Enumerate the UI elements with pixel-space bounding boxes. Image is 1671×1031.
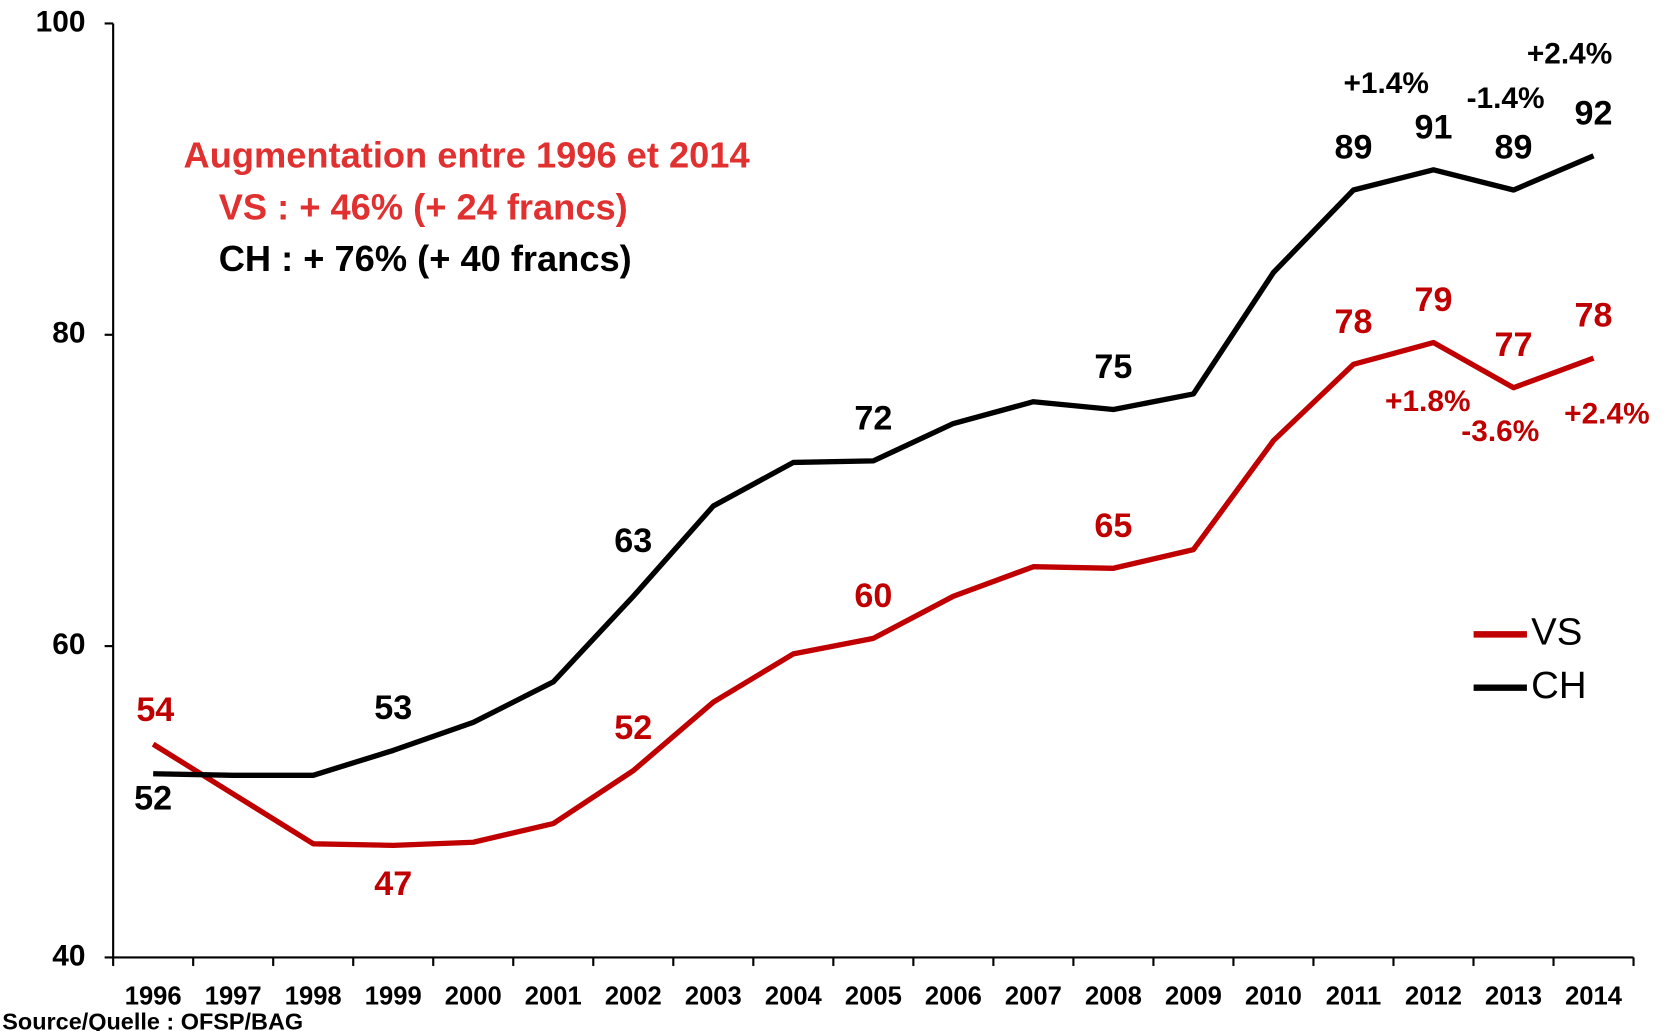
x-tick-label: 2003 [685, 983, 742, 1011]
annotation: +2.4% [1564, 398, 1649, 431]
y-tick-label: 80 [52, 317, 85, 350]
x-tick-label: 2012 [1405, 983, 1462, 1011]
data-label: 79 [1415, 281, 1453, 319]
x-tick-label: 2004 [765, 983, 823, 1011]
x-tick-label: 2011 [1326, 983, 1382, 1011]
x-tick-label: 1999 [365, 983, 422, 1011]
x-tick-label: 2008 [1085, 983, 1142, 1011]
y-tick-label: 100 [36, 5, 86, 38]
data-label: 63 [614, 522, 652, 560]
text-box-line: CH : + 76% (+ 40 francs) [219, 238, 632, 279]
data-label: 75 [1094, 348, 1132, 386]
x-tick-label: 2010 [1245, 983, 1302, 1011]
x-tick-label: 1998 [285, 983, 342, 1011]
x-tick-label: 2005 [845, 983, 902, 1011]
legend-label: VS [1531, 611, 1582, 654]
x-tick-label: 2000 [445, 983, 502, 1011]
x-tick-label: 2007 [1005, 983, 1062, 1011]
annotation: +1.8% [1385, 385, 1470, 418]
x-tick-label: 2009 [1165, 983, 1222, 1011]
data-label: 52 [134, 779, 172, 817]
data-label: 54 [136, 691, 174, 729]
x-tick-label: 2006 [925, 983, 982, 1011]
series-line [153, 153, 1595, 778]
x-tick-label: 2014 [1565, 983, 1623, 1011]
series-line [151, 339, 1595, 849]
data-label: 89 [1334, 129, 1372, 167]
data-label: 47 [374, 865, 412, 903]
data-label: 65 [1094, 507, 1132, 545]
annotation: -3.6% [1461, 415, 1539, 448]
x-tick-label: 2002 [605, 983, 662, 1011]
x-tick-label: 2001 [525, 983, 582, 1011]
source: Source/Quelle : OFSP/BAG [2, 1009, 303, 1031]
annotation: +1.4% [1343, 67, 1428, 100]
data-label: 52 [614, 709, 652, 747]
data-label: 89 [1495, 129, 1533, 167]
annotation: +2.4% [1527, 37, 1612, 70]
text-box-title: Augmentation entre 1996 et 2014 [184, 134, 750, 175]
data-label: 78 [1334, 303, 1372, 341]
legend-label: CH [1531, 664, 1586, 707]
x-tick-label: 1997 [205, 983, 262, 1011]
data-label: 60 [854, 577, 892, 615]
annotation: -1.4% [1467, 82, 1545, 115]
data-label: 72 [854, 399, 892, 437]
y-tick-label: 60 [52, 628, 85, 661]
data-label: 78 [1575, 297, 1613, 335]
x-tick-label: 2013 [1485, 983, 1542, 1011]
data-label: 91 [1415, 108, 1453, 146]
data-label: 77 [1495, 326, 1533, 364]
y-tick-label: 40 [52, 939, 85, 972]
data-label: 53 [374, 689, 412, 727]
data-label: 92 [1575, 94, 1613, 132]
text-box-line: VS : + 46% (+ 24 francs) [219, 187, 628, 228]
x-tick-label: 1996 [125, 983, 182, 1011]
